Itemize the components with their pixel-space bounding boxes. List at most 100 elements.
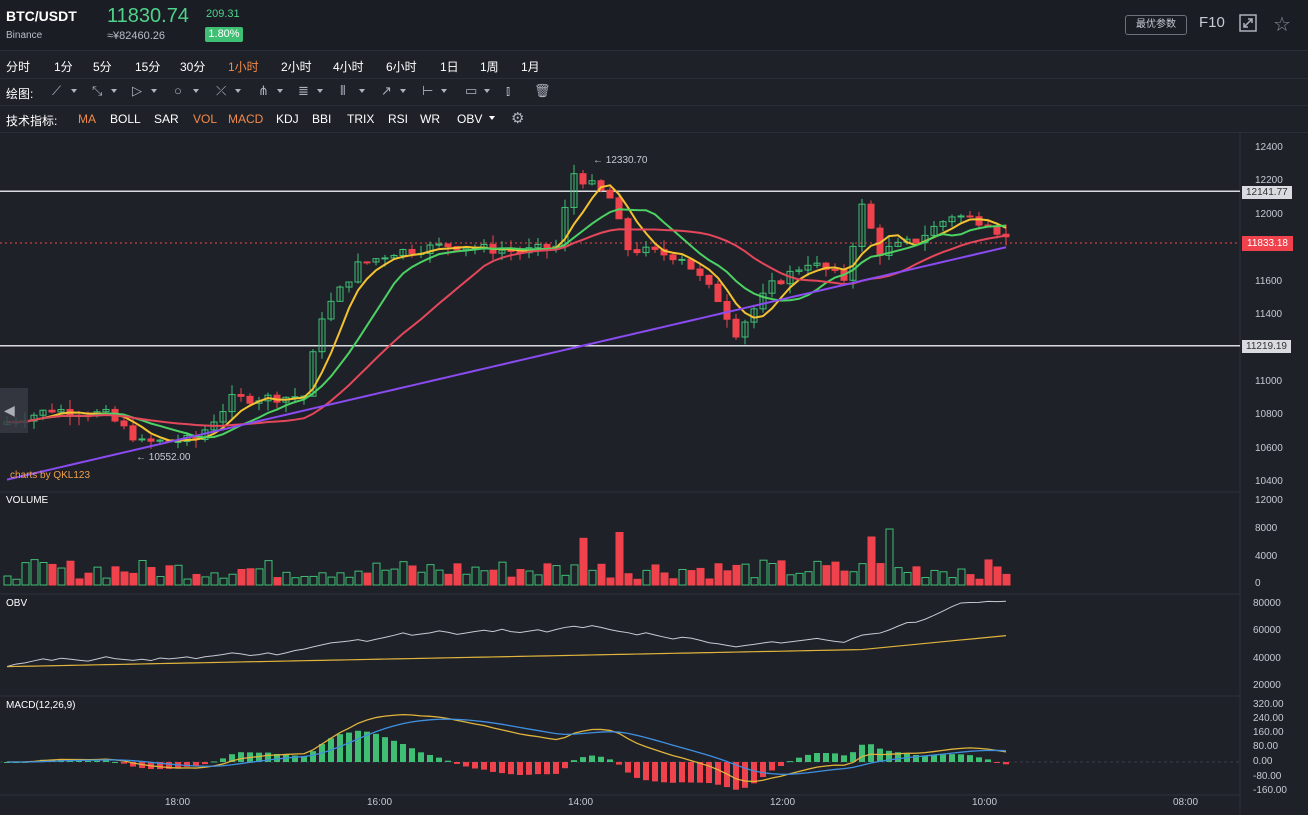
support-line-tag: 11219.19 (1242, 340, 1291, 353)
volume-bar (741, 563, 750, 586)
scroll-left-button[interactable]: ◀ (0, 388, 28, 433)
indicator-boll[interactable]: BOLL (110, 112, 141, 126)
candle-body (723, 301, 731, 320)
obv-dropdown-icon[interactable] (489, 116, 495, 120)
f10-button[interactable]: F10 (1199, 14, 1225, 31)
macd-axis-tick: 160.00 (1253, 727, 1284, 738)
indicator-ma[interactable]: MA (78, 112, 96, 126)
candle-body (246, 395, 254, 404)
volume-bar (732, 564, 741, 586)
macd-dif-line (6, 713, 1007, 783)
indicator-rsi[interactable]: RSI (388, 112, 409, 126)
volume-bar (633, 578, 642, 586)
volume-bar (129, 572, 138, 586)
candle-body (219, 411, 227, 423)
candle-body (777, 280, 785, 285)
obv-axis-tick: 80000 (1253, 598, 1281, 609)
pitchfork-tool-icon[interactable]: ⋔ (258, 83, 283, 101)
timeframe-8[interactable]: 6小时 (386, 60, 417, 74)
time-axis-tick: 18:00 (165, 797, 191, 808)
bars-tool-icon[interactable]: ⫾ (506, 83, 511, 98)
fibonacci-tool-icon[interactable]: ≣ (298, 83, 323, 101)
indicator-kdj[interactable]: KDJ (276, 112, 299, 126)
candle-body (669, 254, 677, 261)
brand-watermark: charts by QKL123 (10, 470, 91, 481)
best-params-button[interactable]: 最优参数 (1125, 15, 1187, 35)
candle-body (336, 286, 344, 302)
timeframe-5[interactable]: 1小时 (228, 60, 259, 74)
measure-tool-icon[interactable]: ⊢ (422, 83, 447, 101)
last-price: 11830.74 (107, 5, 189, 27)
macd-histogram-bar (832, 753, 838, 762)
macd-histogram-bar (418, 752, 424, 762)
volume-bar (795, 572, 804, 586)
circle-tool-icon[interactable]: ○ (174, 83, 199, 101)
cross-tool-icon[interactable]: ⤫ (216, 83, 241, 101)
fullscreen-icon[interactable] (1239, 14, 1257, 32)
macd-histogram-bar (634, 762, 640, 778)
candle-body (588, 180, 596, 185)
volume-bar (642, 569, 651, 586)
volume-bar (174, 564, 183, 586)
timeframe-4[interactable]: 30分 (180, 60, 206, 74)
candle-body (579, 173, 587, 185)
volume-bar (21, 562, 30, 586)
favorite-star-icon[interactable]: ☆ (1273, 14, 1291, 36)
price-axis-tick: 11600 (1255, 275, 1283, 287)
macd-histogram-bar (544, 762, 550, 775)
ray-tool-icon[interactable]: ⤡ (92, 83, 117, 101)
macd-histogram-bar (445, 760, 451, 762)
indicator-vol[interactable]: VOL (193, 112, 218, 126)
indicator-macd[interactable]: MACD (228, 112, 264, 126)
low-annotation: ← 10552.00 (136, 452, 191, 463)
macd-histogram-bar (229, 754, 235, 762)
line-tool-icon[interactable]: ⟋ (52, 83, 77, 101)
gear-icon[interactable]: ⚙ (511, 110, 525, 127)
candle-body (354, 261, 362, 283)
macd-histogram-bar (382, 737, 388, 762)
timeframe-10[interactable]: 1周 (480, 60, 499, 74)
macd-axis-tick: 80.00 (1253, 741, 1279, 752)
indicator-wr[interactable]: WR (420, 112, 440, 126)
indicator-sar[interactable]: SAR (154, 112, 179, 126)
trash-icon[interactable]: 🗑 (534, 83, 551, 98)
timeframe-11[interactable]: 1月 (521, 60, 540, 74)
arrow-tool-icon[interactable]: ↗ (381, 83, 406, 101)
macd-histogram-bar (805, 754, 811, 762)
volume-bar (651, 564, 660, 586)
triangle-tool-icon[interactable]: ▷ (132, 83, 157, 101)
candle-body (912, 238, 920, 244)
timeframe-7[interactable]: 4小时 (333, 60, 364, 74)
timeframe-2[interactable]: 5分 (93, 60, 112, 74)
indicator-obv[interactable]: OBV (457, 112, 483, 126)
volume-bar (336, 572, 345, 586)
pair-name[interactable]: BTC/USDT (6, 8, 77, 24)
timeframe-6[interactable]: 2小时 (281, 60, 312, 74)
volume-bar (804, 571, 813, 586)
indicator-trix[interactable]: TRIX (347, 112, 375, 126)
timeframe-0[interactable]: 分时 (6, 60, 31, 74)
macd-histogram-bar (121, 762, 127, 764)
candle-body (597, 180, 605, 191)
volume-bar (75, 578, 84, 586)
volume-bar (678, 568, 687, 586)
macd-histogram-bar (958, 754, 964, 762)
volume-bar (210, 572, 219, 586)
timeframe-3[interactable]: 15分 (135, 60, 161, 74)
volume-bar (426, 564, 435, 586)
volume-bar (849, 571, 858, 586)
price-chart[interactable] (0, 133, 1308, 815)
macd-axis-tick: -160.00 (1253, 785, 1287, 796)
indicator-bbi[interactable]: BBI (312, 112, 332, 126)
volume-bar (111, 566, 120, 586)
macd-dea-line (6, 718, 1007, 775)
macd-histogram-bar (436, 757, 442, 762)
macd-histogram-bar (868, 744, 874, 762)
volume-bar (201, 576, 210, 586)
timeframe-1[interactable]: 1分 (54, 60, 73, 74)
gann-tool-icon[interactable]: ⦀ (340, 83, 365, 101)
comment-tool-icon[interactable]: ▭ (465, 83, 490, 101)
volume-bar (939, 571, 948, 586)
volume-bar (777, 560, 786, 586)
timeframe-9[interactable]: 1日 (440, 60, 459, 74)
